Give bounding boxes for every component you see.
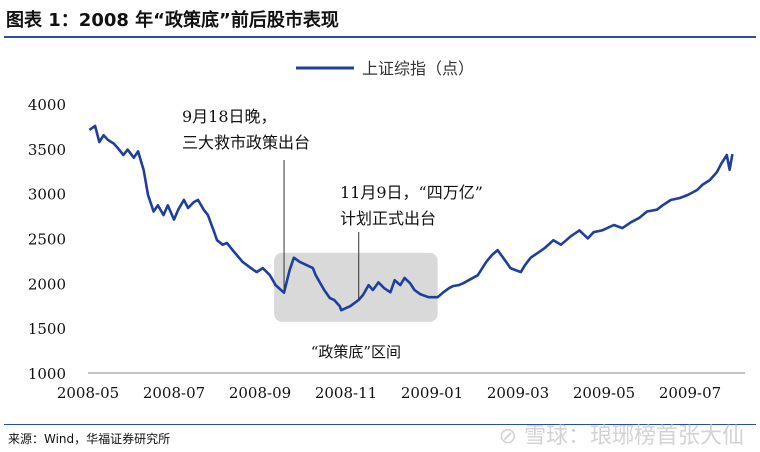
x-tick-label: 2009-05 xyxy=(573,384,635,402)
y-tick-label: 3500 xyxy=(28,141,66,159)
y-tick-label: 1500 xyxy=(28,320,66,338)
x-tick-label: 2009-01 xyxy=(401,384,463,402)
annotation-text: 计划正式出台 xyxy=(340,209,436,228)
annotation-text: 11月9日，“四万亿” xyxy=(340,183,483,202)
top-divider xyxy=(4,36,756,38)
bottom-divider xyxy=(4,424,756,425)
x-tick-label: 2009-03 xyxy=(487,384,549,402)
x-tick-label: 2009-07 xyxy=(659,384,721,402)
watermark: ⊘ 雪球：琅琊榜首张大仙 xyxy=(498,424,744,449)
region-label: “政策底”区间 xyxy=(311,343,401,361)
y-tick-label: 1000 xyxy=(28,365,66,383)
annotation-text: 三大救市政策出台 xyxy=(182,133,310,152)
x-tick-label: 2008-09 xyxy=(229,384,291,402)
source-note: 来源：Wind，华福证券研究所 xyxy=(8,432,171,446)
y-tick-label: 4000 xyxy=(28,96,66,114)
y-tick-label: 3000 xyxy=(28,186,66,204)
series-line-shanghai-composite xyxy=(88,124,734,312)
annotation-text: 9月18日晚， xyxy=(182,107,277,126)
x-tick-label: 2008-11 xyxy=(315,384,377,402)
y-tick-label: 2500 xyxy=(28,230,66,248)
x-tick-label: 2008-07 xyxy=(143,384,205,402)
chart-title: 图表 1：2008 年“政策底”前后股市表现 xyxy=(6,10,339,31)
legend-label: 上证综指（点） xyxy=(362,59,474,78)
y-tick-label: 2000 xyxy=(28,275,66,293)
x-tick-label: 2008-05 xyxy=(57,384,119,402)
